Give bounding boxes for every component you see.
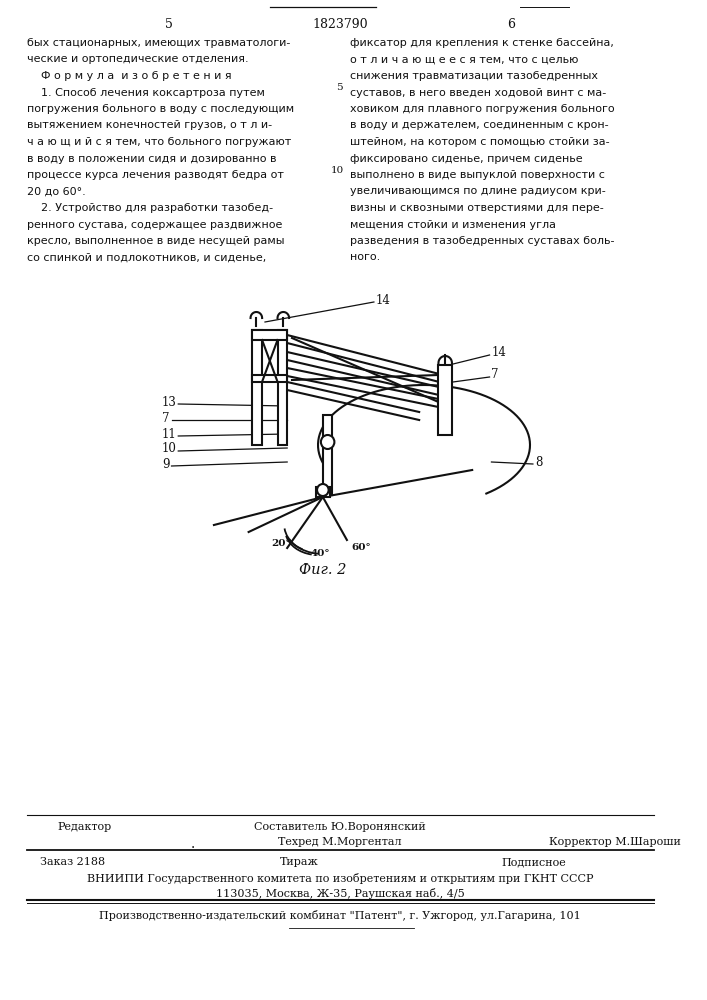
Text: 1823790: 1823790: [312, 17, 368, 30]
Text: вытяжением конечностей грузов, о т л и-: вытяжением конечностей грузов, о т л и-: [27, 120, 272, 130]
Text: ного.: ного.: [350, 252, 380, 262]
Text: 14: 14: [491, 346, 506, 359]
Text: фиксировано сиденье, причем сиденье: фиксировано сиденье, причем сиденье: [350, 153, 583, 163]
Text: Составитель Ю.Воронянский: Составитель Ю.Воронянский: [255, 822, 426, 832]
Text: со спинкой и подлокотников, и сиденье,: со спинкой и подлокотников, и сиденье,: [27, 252, 267, 262]
Text: фиксатор для крепления к стенке бассейна,: фиксатор для крепления к стенке бассейна…: [350, 38, 614, 48]
Text: 10: 10: [331, 166, 344, 175]
Text: 9: 9: [162, 458, 170, 471]
Text: выполнено в виде выпуклой поверхности с: выполнено в виде выпуклой поверхности с: [350, 170, 604, 180]
Polygon shape: [438, 365, 452, 435]
Text: в воду и держателем, соединенным с крон-: в воду и держателем, соединенным с крон-: [350, 120, 609, 130]
Text: Заказ 2188: Заказ 2188: [40, 857, 105, 867]
Text: 6: 6: [507, 17, 515, 30]
Text: 10: 10: [162, 442, 177, 456]
Polygon shape: [323, 415, 332, 495]
Text: Ф о р м у л а  и з о б р е т е н и я: Ф о р м у л а и з о б р е т е н и я: [27, 71, 232, 81]
Text: в воду в положении сидя и дозированно в: в воду в положении сидя и дозированно в: [27, 153, 276, 163]
Text: разведения в тазобедренных суставах боль-: разведения в тазобедренных суставах боль…: [350, 236, 614, 246]
Text: бых стационарных, имеющих травматологи-: бых стационарных, имеющих травматологи-: [27, 38, 291, 48]
Polygon shape: [278, 330, 287, 445]
Circle shape: [317, 484, 329, 496]
Text: 11: 11: [162, 428, 177, 440]
Text: снижения травматизации тазобедренных: снижения травматизации тазобедренных: [350, 71, 598, 81]
Text: 5: 5: [336, 84, 342, 93]
Text: ВНИИПИ Государственного комитета по изобретениям и открытиям при ГКНТ СССР: ВНИИПИ Государственного комитета по изоб…: [87, 873, 593, 884]
Text: штейном, на котором с помощью стойки за-: штейном, на котором с помощью стойки за-: [350, 137, 609, 147]
Text: мещения стойки и изменения угла: мещения стойки и изменения угла: [350, 220, 556, 230]
Text: 2. Устройство для разработки тазобед-: 2. Устройство для разработки тазобед-: [27, 203, 273, 213]
Text: о т л и ч а ю щ е е с я тем, что с целью: о т л и ч а ю щ е е с я тем, что с целью: [350, 54, 578, 64]
Text: ческие и ортопедические отделения.: ческие и ортопедические отделения.: [27, 54, 249, 64]
Text: 20 до 60°.: 20 до 60°.: [27, 186, 86, 196]
Text: Корректор М.Шароши: Корректор М.Шароши: [549, 837, 681, 847]
Text: процессе курса лечения разводят бедра от: процессе курса лечения разводят бедра от: [27, 170, 284, 180]
Text: 13: 13: [162, 395, 177, 408]
Text: 60°: 60°: [351, 544, 371, 552]
Text: Производственно-издательский комбинат "Патент", г. Ужгород, ул.Гагарина, 101: Производственно-издательский комбинат "П…: [99, 910, 581, 921]
Circle shape: [321, 435, 334, 449]
Text: 14: 14: [376, 294, 391, 306]
Text: увеличивающимся по длине радиусом кри-: увеличивающимся по длине радиусом кри-: [350, 186, 606, 196]
Text: 20°: 20°: [271, 540, 291, 548]
Polygon shape: [252, 375, 287, 382]
Text: ховиком для плавного погружения больного: ховиком для плавного погружения больного: [350, 104, 614, 114]
Text: ч а ю щ и й с я тем, что больного погружают: ч а ю щ и й с я тем, что больного погруж…: [27, 137, 291, 147]
Text: Техред М.Моргентал: Техред М.Моргентал: [279, 837, 402, 847]
Text: погружения больного в воду с последующим: погружения больного в воду с последующим: [27, 104, 294, 114]
Text: 5: 5: [165, 17, 173, 30]
Text: 40°: 40°: [310, 548, 329, 558]
Polygon shape: [316, 487, 329, 497]
Text: 7: 7: [162, 412, 170, 424]
Text: суставов, в него введен ходовой винт с ма-: суставов, в него введен ходовой винт с м…: [350, 88, 606, 98]
Text: 8: 8: [534, 456, 542, 468]
Polygon shape: [252, 330, 262, 445]
Text: ренного сустава, содержащее раздвижное: ренного сустава, содержащее раздвижное: [27, 220, 282, 230]
Text: Подписное: Подписное: [501, 857, 566, 867]
Text: Фиг. 2: Фиг. 2: [299, 563, 346, 577]
Polygon shape: [252, 330, 287, 340]
Text: кресло, выполненное в виде несущей рамы: кресло, выполненное в виде несущей рамы: [27, 236, 284, 246]
Text: визны и сквозными отверстиями для пере-: визны и сквозными отверстиями для пере-: [350, 203, 604, 213]
Text: 113035, Москва, Ж-35, Раушская наб., 4/5: 113035, Москва, Ж-35, Раушская наб., 4/5: [216, 888, 464, 899]
Text: Тираж: Тираж: [279, 857, 318, 867]
Text: Редактор: Редактор: [58, 822, 112, 832]
Text: 1. Способ лечения коксартроза путем: 1. Способ лечения коксартроза путем: [27, 88, 265, 98]
Text: .: .: [191, 837, 195, 851]
Text: 7: 7: [491, 368, 499, 381]
